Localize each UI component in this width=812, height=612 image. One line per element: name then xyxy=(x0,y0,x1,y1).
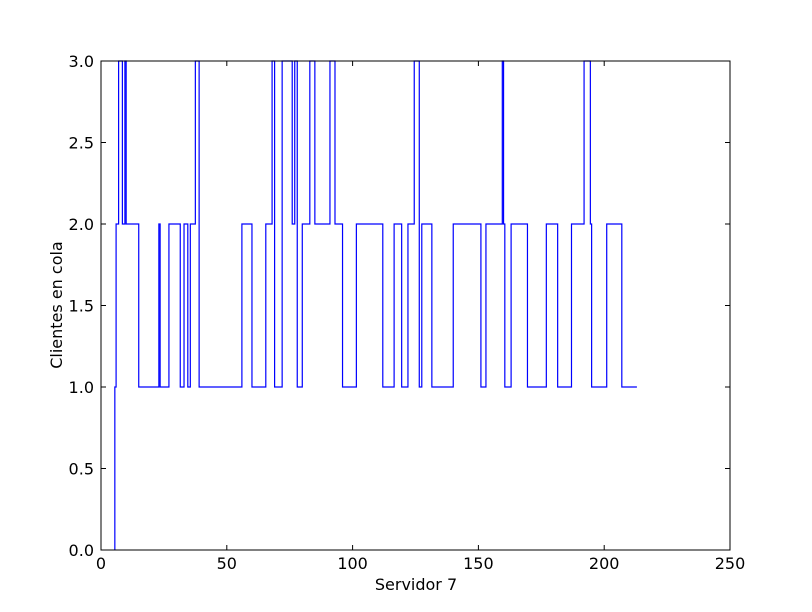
y-tick-label: 2.5 xyxy=(69,134,94,153)
tick-layer: 0 50 100 150 200 250 0.0 0.5 1.0 1.5 2.0 2.5 3.0 xyxy=(69,52,746,573)
y-tick-label: 1.0 xyxy=(69,378,94,397)
x-axis-label: Servidor 7 xyxy=(375,575,457,594)
x-tick-label: 100 xyxy=(337,554,368,573)
x-tick-label: 150 xyxy=(463,554,494,573)
x-tick-label: 250 xyxy=(715,554,746,573)
y-tick-label: 3.0 xyxy=(69,52,94,71)
x-tick-label: 0 xyxy=(96,554,106,573)
y-tick-label: 0.0 xyxy=(69,541,94,560)
series-layer xyxy=(114,60,637,550)
x-tick-label: 200 xyxy=(589,554,620,573)
x-tick-label: 50 xyxy=(217,554,237,573)
y-tick-label: 0.5 xyxy=(69,460,94,479)
y-axis-label: Clientes en cola xyxy=(47,241,66,369)
y-tick-label: 1.5 xyxy=(69,297,94,316)
y-tick-label: 2.0 xyxy=(69,215,94,234)
queue-series-line xyxy=(114,60,637,550)
